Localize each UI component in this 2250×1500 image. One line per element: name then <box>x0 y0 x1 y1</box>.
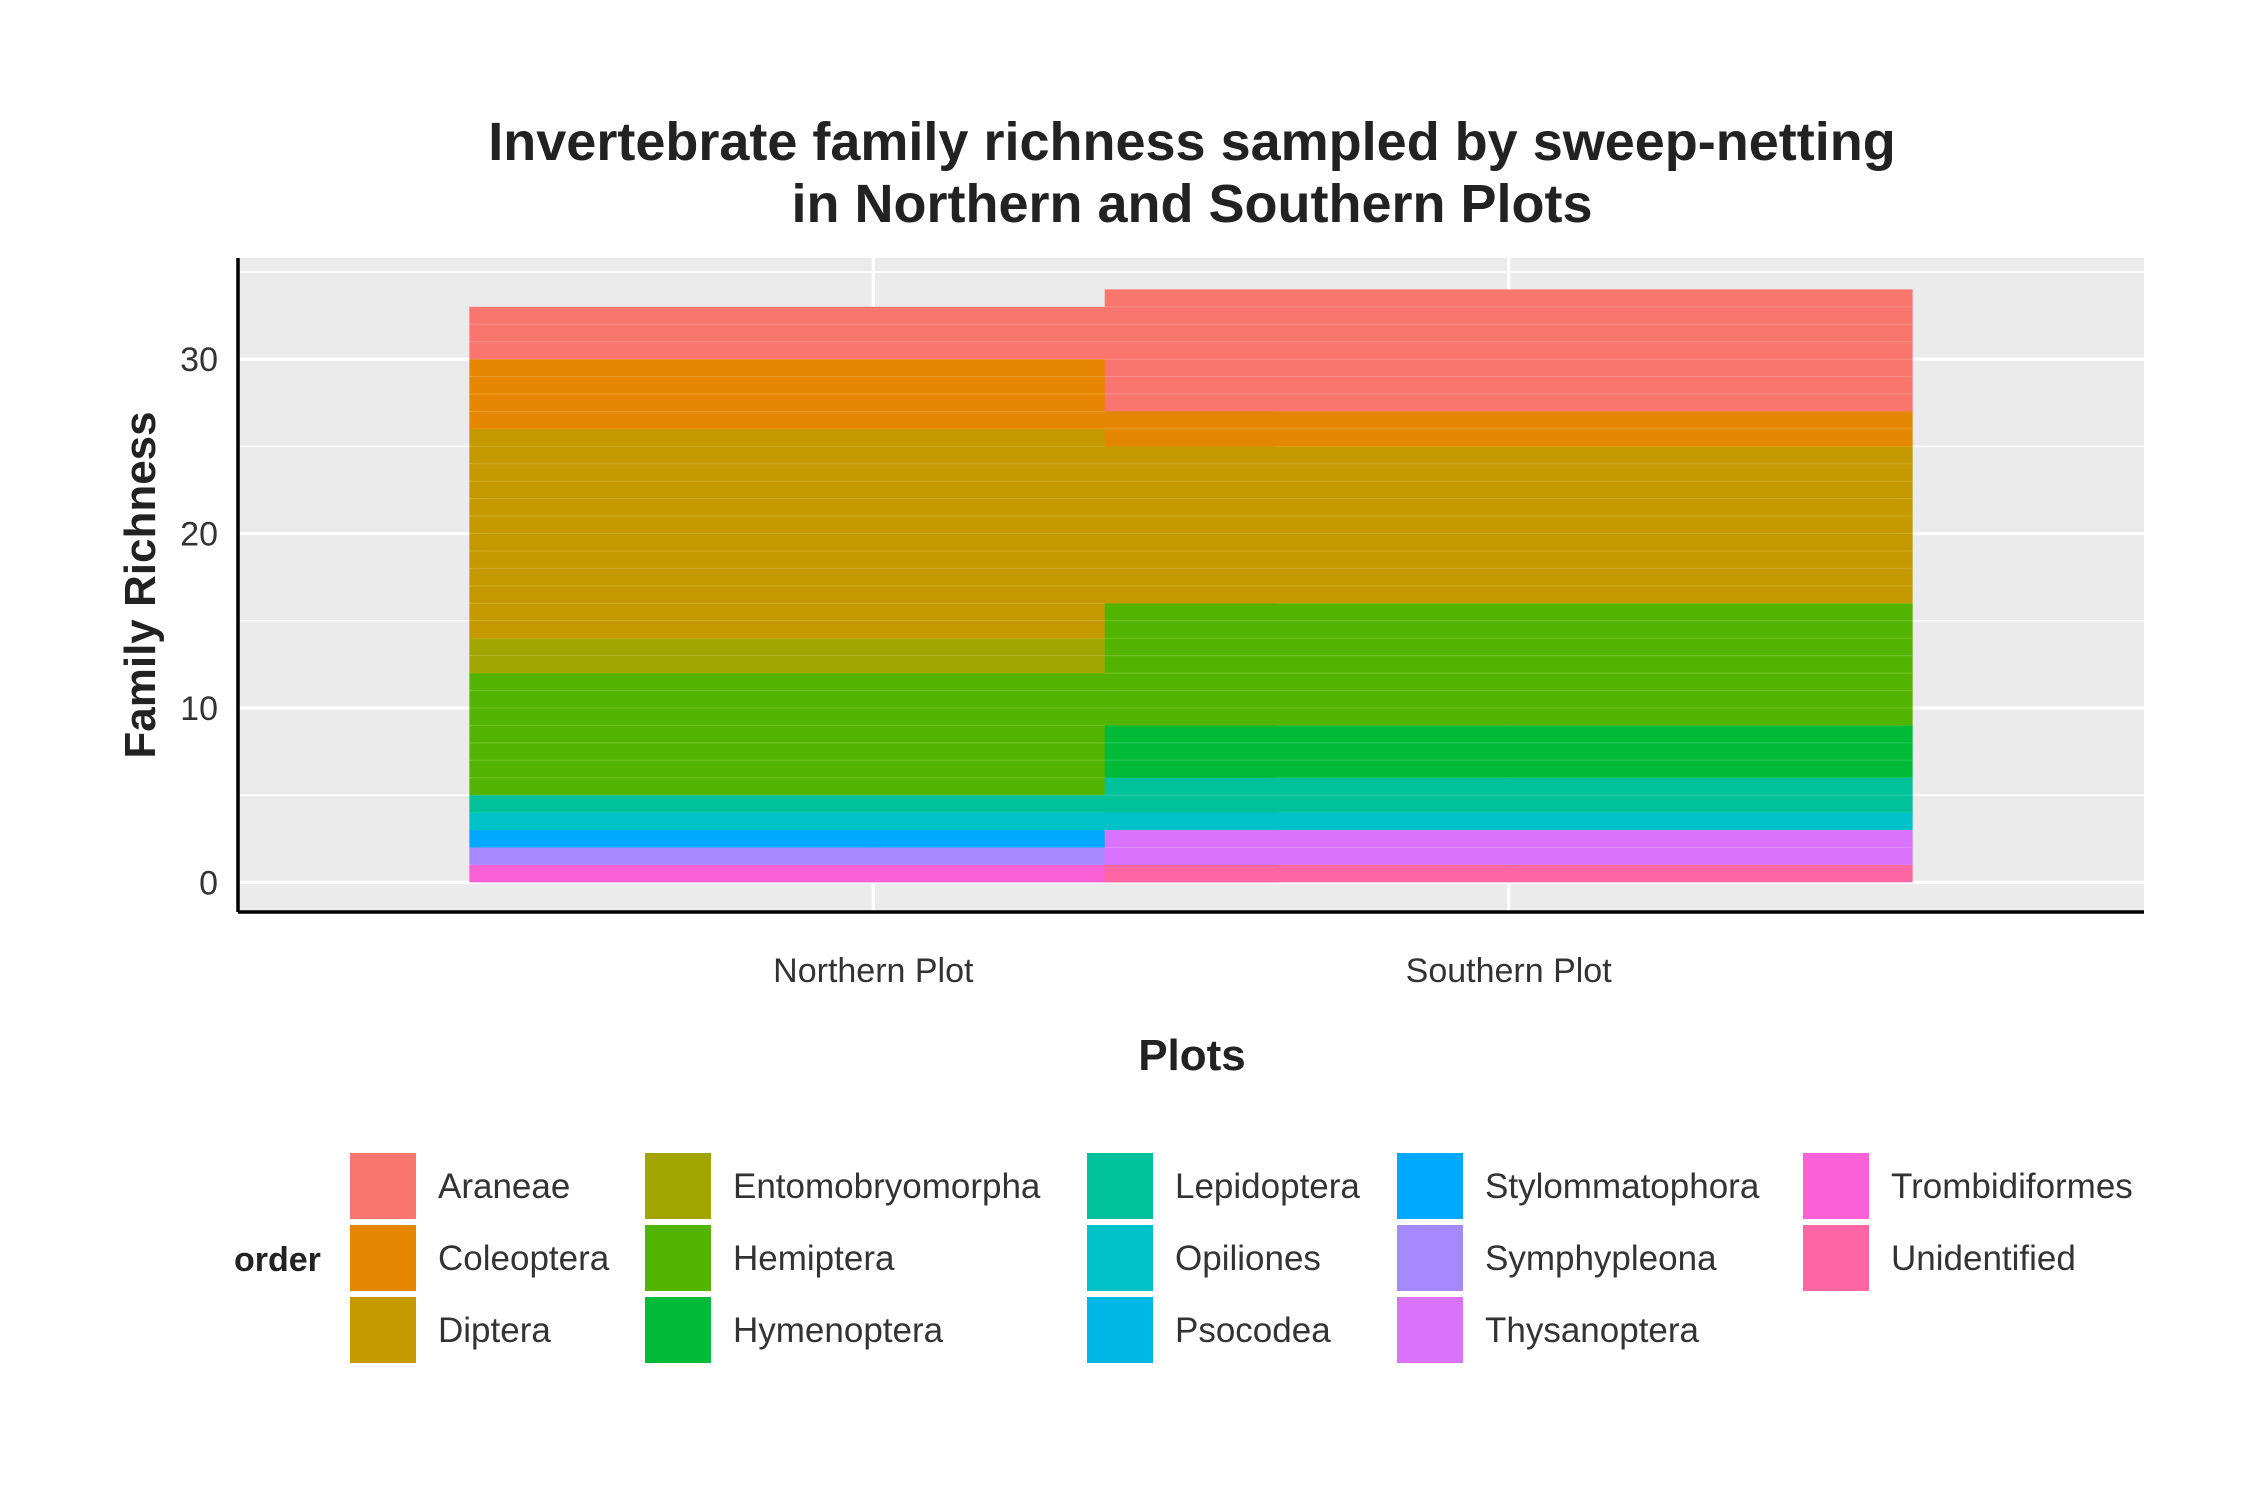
legend-key-swatch <box>1397 1297 1463 1363</box>
legend-title: order <box>234 1241 321 1279</box>
legend-key-swatch <box>350 1297 416 1363</box>
bar-segment <box>1104 864 1913 883</box>
legend-key-swatch <box>1397 1225 1463 1291</box>
bar-segment <box>469 847 1278 865</box>
bar-segment <box>1104 411 1913 447</box>
bar-segment <box>469 812 1278 831</box>
stacked-bars <box>469 289 1913 883</box>
y-axis-tick-labels: 0 10 20 30 <box>180 341 218 902</box>
legend-label: Hemiptera <box>733 1239 895 1278</box>
legend-key-swatch <box>1397 1153 1463 1219</box>
chart-title-line-1: Invertebrate family richness sampled by … <box>488 112 1895 172</box>
legend-label: Coleoptera <box>438 1239 610 1278</box>
legend-label: Entomobryomorpha <box>733 1167 1041 1206</box>
legend-key-swatch <box>1803 1153 1869 1219</box>
legend-key-swatch <box>1087 1225 1153 1291</box>
bar-segment <box>1104 603 1913 726</box>
x-tick-label: Northern Plot <box>773 952 974 990</box>
chart-title: Invertebrate family richness sampled by … <box>488 112 1895 234</box>
legend-key-swatch <box>645 1153 711 1219</box>
bar-segment <box>469 864 1278 883</box>
y-tick-label: 30 <box>180 341 218 379</box>
bar-segment <box>1104 446 1913 604</box>
y-axis-title: Family Richness <box>116 411 165 758</box>
bar-segment <box>469 830 1278 848</box>
legend-key-swatch <box>645 1225 711 1291</box>
legend-label: Stylommatophora <box>1485 1167 1760 1206</box>
legend-key-swatch <box>350 1225 416 1291</box>
legend-label: Psocodea <box>1175 1311 1331 1350</box>
x-tick-label: Southern Plot <box>1406 952 1613 990</box>
x-axis-tick-labels: Northern Plot Southern Plot <box>773 952 1612 990</box>
legend-key-swatch <box>645 1297 711 1363</box>
y-tick-label: 10 <box>180 690 218 728</box>
legend-label: Unidentified <box>1891 1239 2076 1278</box>
legend-label: Trombidiformes <box>1891 1167 2133 1206</box>
legend-key-swatch <box>1087 1297 1153 1363</box>
bar-segment <box>1104 725 1913 778</box>
legend-label: Araneae <box>438 1167 570 1206</box>
chart-title-line-2: in Northern and Southern Plots <box>791 174 1592 234</box>
bar-segment <box>1104 289 1913 412</box>
legend-key-swatch <box>1803 1225 1869 1291</box>
bar-segment <box>1104 830 1913 865</box>
legend-key-swatch <box>1087 1153 1153 1219</box>
bar-segment <box>1104 777 1913 813</box>
bar-segment <box>1104 812 1913 831</box>
legend-label: Opiliones <box>1175 1239 1321 1278</box>
y-tick-label: 0 <box>199 864 218 902</box>
legend-label: Diptera <box>438 1311 551 1350</box>
legend-key-swatch <box>350 1153 416 1219</box>
legend: order Araneae Coleoptera Diptera Entomobryo… <box>234 1153 2133 1363</box>
legend-label: Hymenoptera <box>733 1311 944 1350</box>
x-axis-title: Plots <box>1138 1031 1246 1080</box>
y-tick-label: 20 <box>180 516 218 554</box>
legend-label: Symphypleona <box>1485 1239 1717 1278</box>
bar-segment <box>469 795 1278 813</box>
legend-label: Lepidoptera <box>1175 1167 1360 1206</box>
legend-label: Thysanoptera <box>1485 1311 1700 1350</box>
axes <box>236 258 2144 914</box>
